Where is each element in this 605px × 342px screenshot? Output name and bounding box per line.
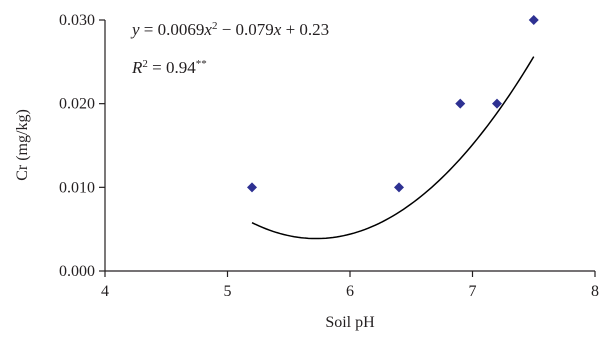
x-tick-label: 5	[224, 283, 232, 300]
trendline-equation: y = 0.0069x2 − 0.079x + 0.23	[130, 20, 329, 39]
data-points	[247, 15, 539, 193]
eq-x2: x	[273, 20, 282, 39]
x-tick-label: 6	[346, 283, 354, 300]
tick-labels: 4 5 6 7 8 0.000 0.010 0.020 0.030	[59, 12, 599, 300]
r2-exponent: 2	[142, 58, 148, 70]
y-tick-label: 0.030	[59, 12, 95, 29]
data-point-2	[394, 182, 404, 193]
y-tick-label: 0.000	[59, 263, 95, 280]
trendline	[251, 56, 535, 240]
eq-coef-a: = 0.0069	[140, 20, 205, 39]
r2-significance: **	[196, 58, 207, 70]
x-tick-label: 7	[469, 283, 477, 300]
r2-r: R	[131, 58, 143, 77]
data-point-5	[528, 15, 539, 25]
tick-marks	[99, 19, 596, 277]
y-tick-label: 0.010	[59, 179, 95, 196]
y-axis-label: Cr (mg/kg)	[14, 109, 31, 181]
data-point-4	[492, 98, 502, 109]
data-point-3	[455, 98, 466, 109]
data-point-1	[247, 182, 257, 193]
eq-exponent: 2	[212, 20, 218, 32]
eq-x1: x	[203, 20, 212, 39]
eq-coef-c: + 0.23	[281, 20, 329, 39]
x-tick-label: 4	[101, 283, 109, 300]
y-tick-label: 0.020	[59, 96, 95, 113]
r2-value: = 0.94	[148, 58, 196, 77]
eq-coef-b: − 0.079	[217, 20, 273, 39]
x-tick-label: 8	[591, 283, 599, 300]
eq-y: y	[130, 20, 140, 39]
r-squared: R2 = 0.94**	[131, 58, 207, 77]
x-axis-label: Soil pH	[325, 314, 375, 331]
